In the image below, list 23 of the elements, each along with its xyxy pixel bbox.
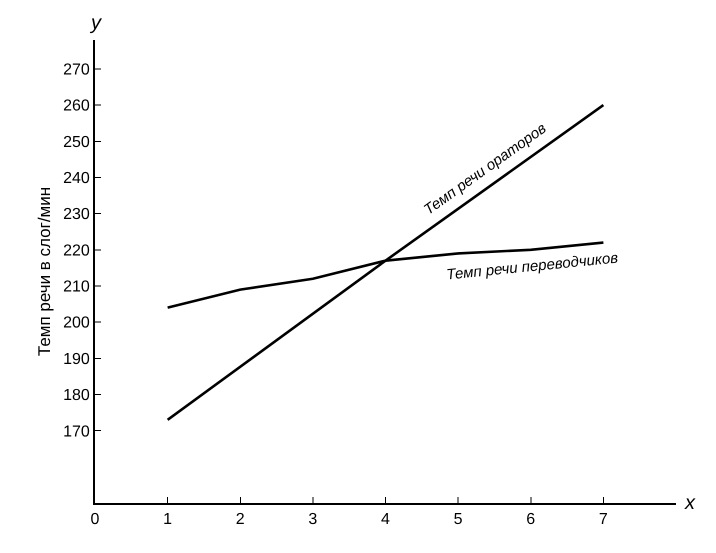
y-tick-label: 220 — [63, 242, 90, 260]
y-tick-label: 230 — [63, 206, 90, 224]
x-tick-label: 3 — [308, 511, 318, 528]
text: y — [89, 12, 102, 34]
y-tick-label: 190 — [63, 350, 90, 368]
y-tick-label: 180 — [63, 387, 90, 404]
y-tick-label: 270 — [63, 62, 90, 79]
x-tick-label: 5 — [454, 511, 463, 528]
x-tick-label: 2 — [236, 511, 245, 528]
x-tick-label: 4 — [381, 511, 390, 528]
y-tick-label: 200 — [63, 314, 90, 332]
x-tick-label: 7 — [598, 511, 608, 528]
x-tick-label: 0 — [90, 511, 100, 528]
y-tick-label: 210 — [63, 278, 90, 296]
y-tick-label: 170 — [63, 423, 90, 440]
y-tick-label: 240 — [63, 170, 90, 188]
x-tick-label: 1 — [163, 511, 172, 528]
y-tick-label: 260 — [63, 98, 90, 115]
x-axis-title: x — [684, 492, 696, 514]
text: Темп речи переводчиков — [446, 250, 619, 284]
y-axis-title: Темп речи в слог/мин — [35, 186, 54, 356]
x-tick-label: 6 — [526, 511, 536, 528]
y-tick-label: 250 — [63, 134, 90, 151]
